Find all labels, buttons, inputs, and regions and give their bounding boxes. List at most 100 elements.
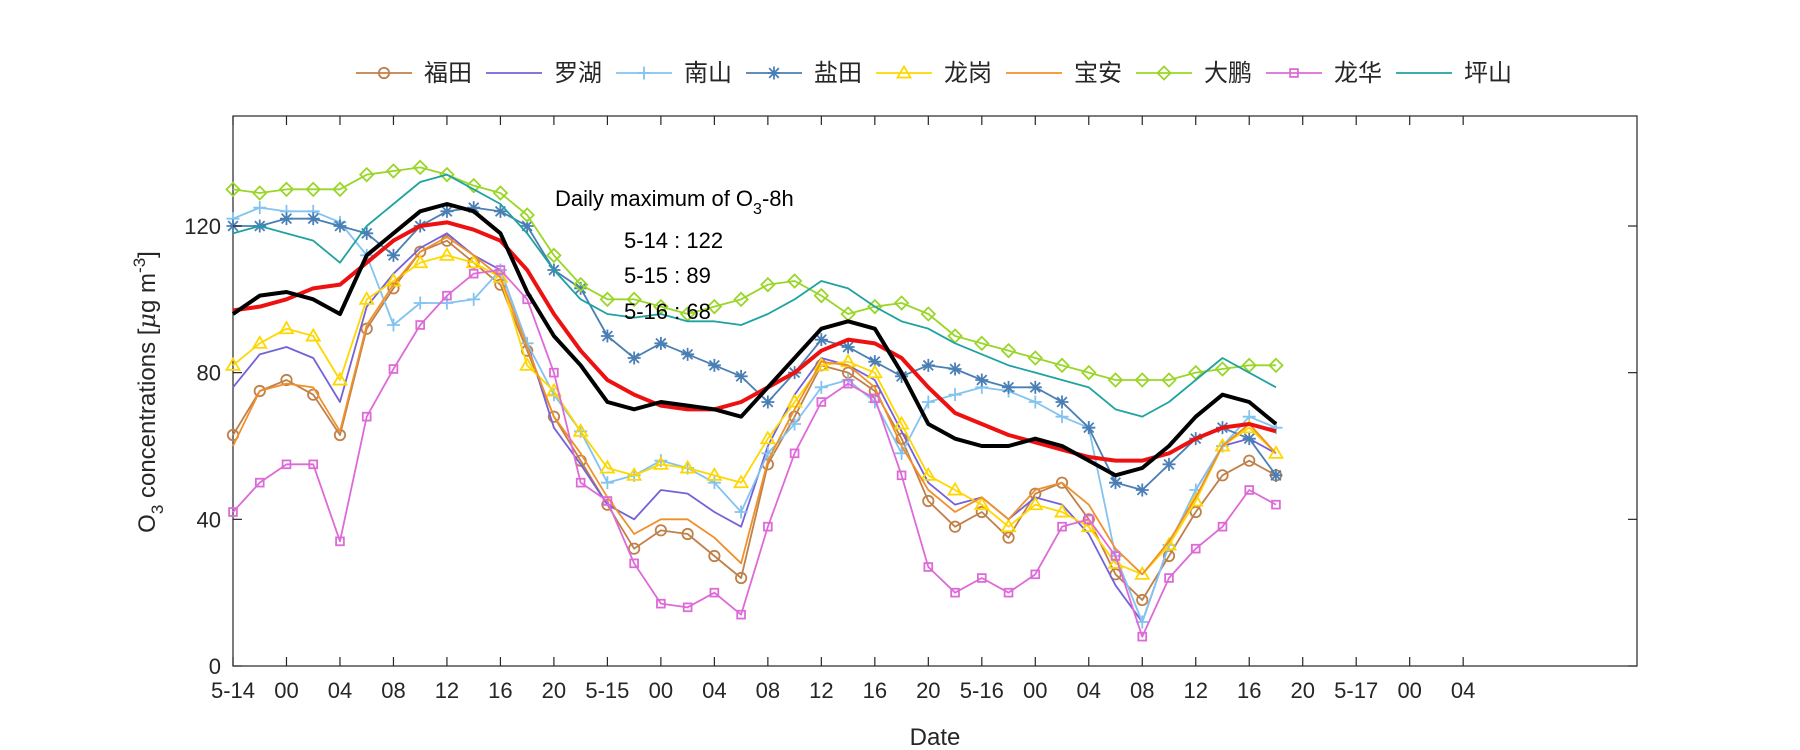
legend-item: 罗湖 [486,60,602,87]
series-line [232,173,1277,418]
data-point [467,201,481,215]
data-point [1107,372,1124,388]
data-point [1267,445,1285,459]
data-point [733,474,750,489]
y-axis-title: O3 concentrations [μg m-3] [130,251,167,533]
data-point [975,505,988,519]
data-point [415,320,425,330]
data-point [1156,65,1172,81]
x-tick-label: 5-16 [960,678,1004,703]
data-point [519,357,536,371]
data-point [599,291,616,308]
data-point [975,373,989,387]
data-point [654,336,668,350]
series-layer [224,159,1285,642]
data-point [386,318,400,332]
data-point [1083,514,1094,525]
annotation-title: Daily maximum of O3-8h [555,186,794,218]
data-point [707,476,721,490]
data-point [814,333,828,347]
data-point [547,410,561,423]
data-point [706,467,723,481]
x-tick-label: 04 [702,678,726,703]
data-point [1055,395,1069,409]
x-tick-label: 5-14 [211,678,255,703]
data-point [841,340,855,354]
legend-item: 龙华 [1266,60,1382,87]
data-point [1002,531,1015,544]
series-大鹏 [225,159,1284,388]
data-point [492,269,509,283]
data-point [1135,483,1149,497]
series-line [232,254,1277,576]
data-point [866,364,883,379]
data-point [921,395,935,409]
x-tick-label: 12 [809,678,833,703]
data-point [814,380,828,394]
series-line [232,206,1277,623]
data-point [279,212,293,226]
series-line [232,166,1276,381]
data-point [946,481,964,496]
data-point [789,448,800,459]
data-point [763,521,773,532]
x-tick-label: 5-17 [1334,678,1378,703]
data-point [492,185,509,201]
data-point [922,494,935,508]
data-point [654,524,667,537]
data-point [736,609,746,620]
series-line [231,202,1278,478]
data-point [385,163,402,179]
data-point [893,415,910,430]
data-point [920,306,937,322]
data-point [520,219,534,233]
data-point [816,397,827,407]
data-point [734,505,748,519]
data-point [305,181,322,198]
data-point [281,459,292,470]
x-tick-label: 00 [274,678,298,703]
x-axis-title: Date [910,724,961,750]
data-point [656,598,666,609]
data-point [1164,573,1174,583]
x-tick-label: 00 [1023,678,1047,703]
x-tick-label: 16 [488,678,512,703]
data-point [1189,505,1202,519]
data-point [1000,342,1017,359]
data-point [813,287,830,304]
annotation-line-3: 5-16 : 68 [624,299,711,324]
data-point [1161,372,1177,388]
data-point [733,291,749,308]
data-point [599,459,616,474]
data-point [388,364,399,374]
data-point [1162,457,1176,471]
data-point [870,393,880,404]
data-point [1055,410,1069,424]
data-point [331,371,349,386]
data-point [1027,496,1044,511]
data-point [493,204,507,218]
data-point [225,181,241,198]
series-宝安 [232,236,1277,576]
y-tick-label: 0 [209,654,221,679]
data-point [1080,518,1097,533]
data-point [468,268,479,279]
x-tick-label: 08 [756,678,780,703]
annotation-line-2: 5-15 : 89 [624,263,711,288]
data-point [278,320,295,335]
svg-text:O3 concentrations [μg m-3]: O3 concentrations [μg m-3] [130,251,167,533]
data-point [305,327,322,342]
data-point [280,373,293,387]
data-point [253,384,266,398]
data-point [1027,350,1044,366]
data-point [546,247,562,264]
legend-item: 龙岗 [876,60,992,87]
legend-label: 龙岗 [944,60,992,87]
data-point [251,185,268,201]
data-point [921,358,935,372]
data-point [948,388,962,402]
data-point [254,477,265,488]
data-point [439,166,455,183]
data-point [278,181,295,198]
